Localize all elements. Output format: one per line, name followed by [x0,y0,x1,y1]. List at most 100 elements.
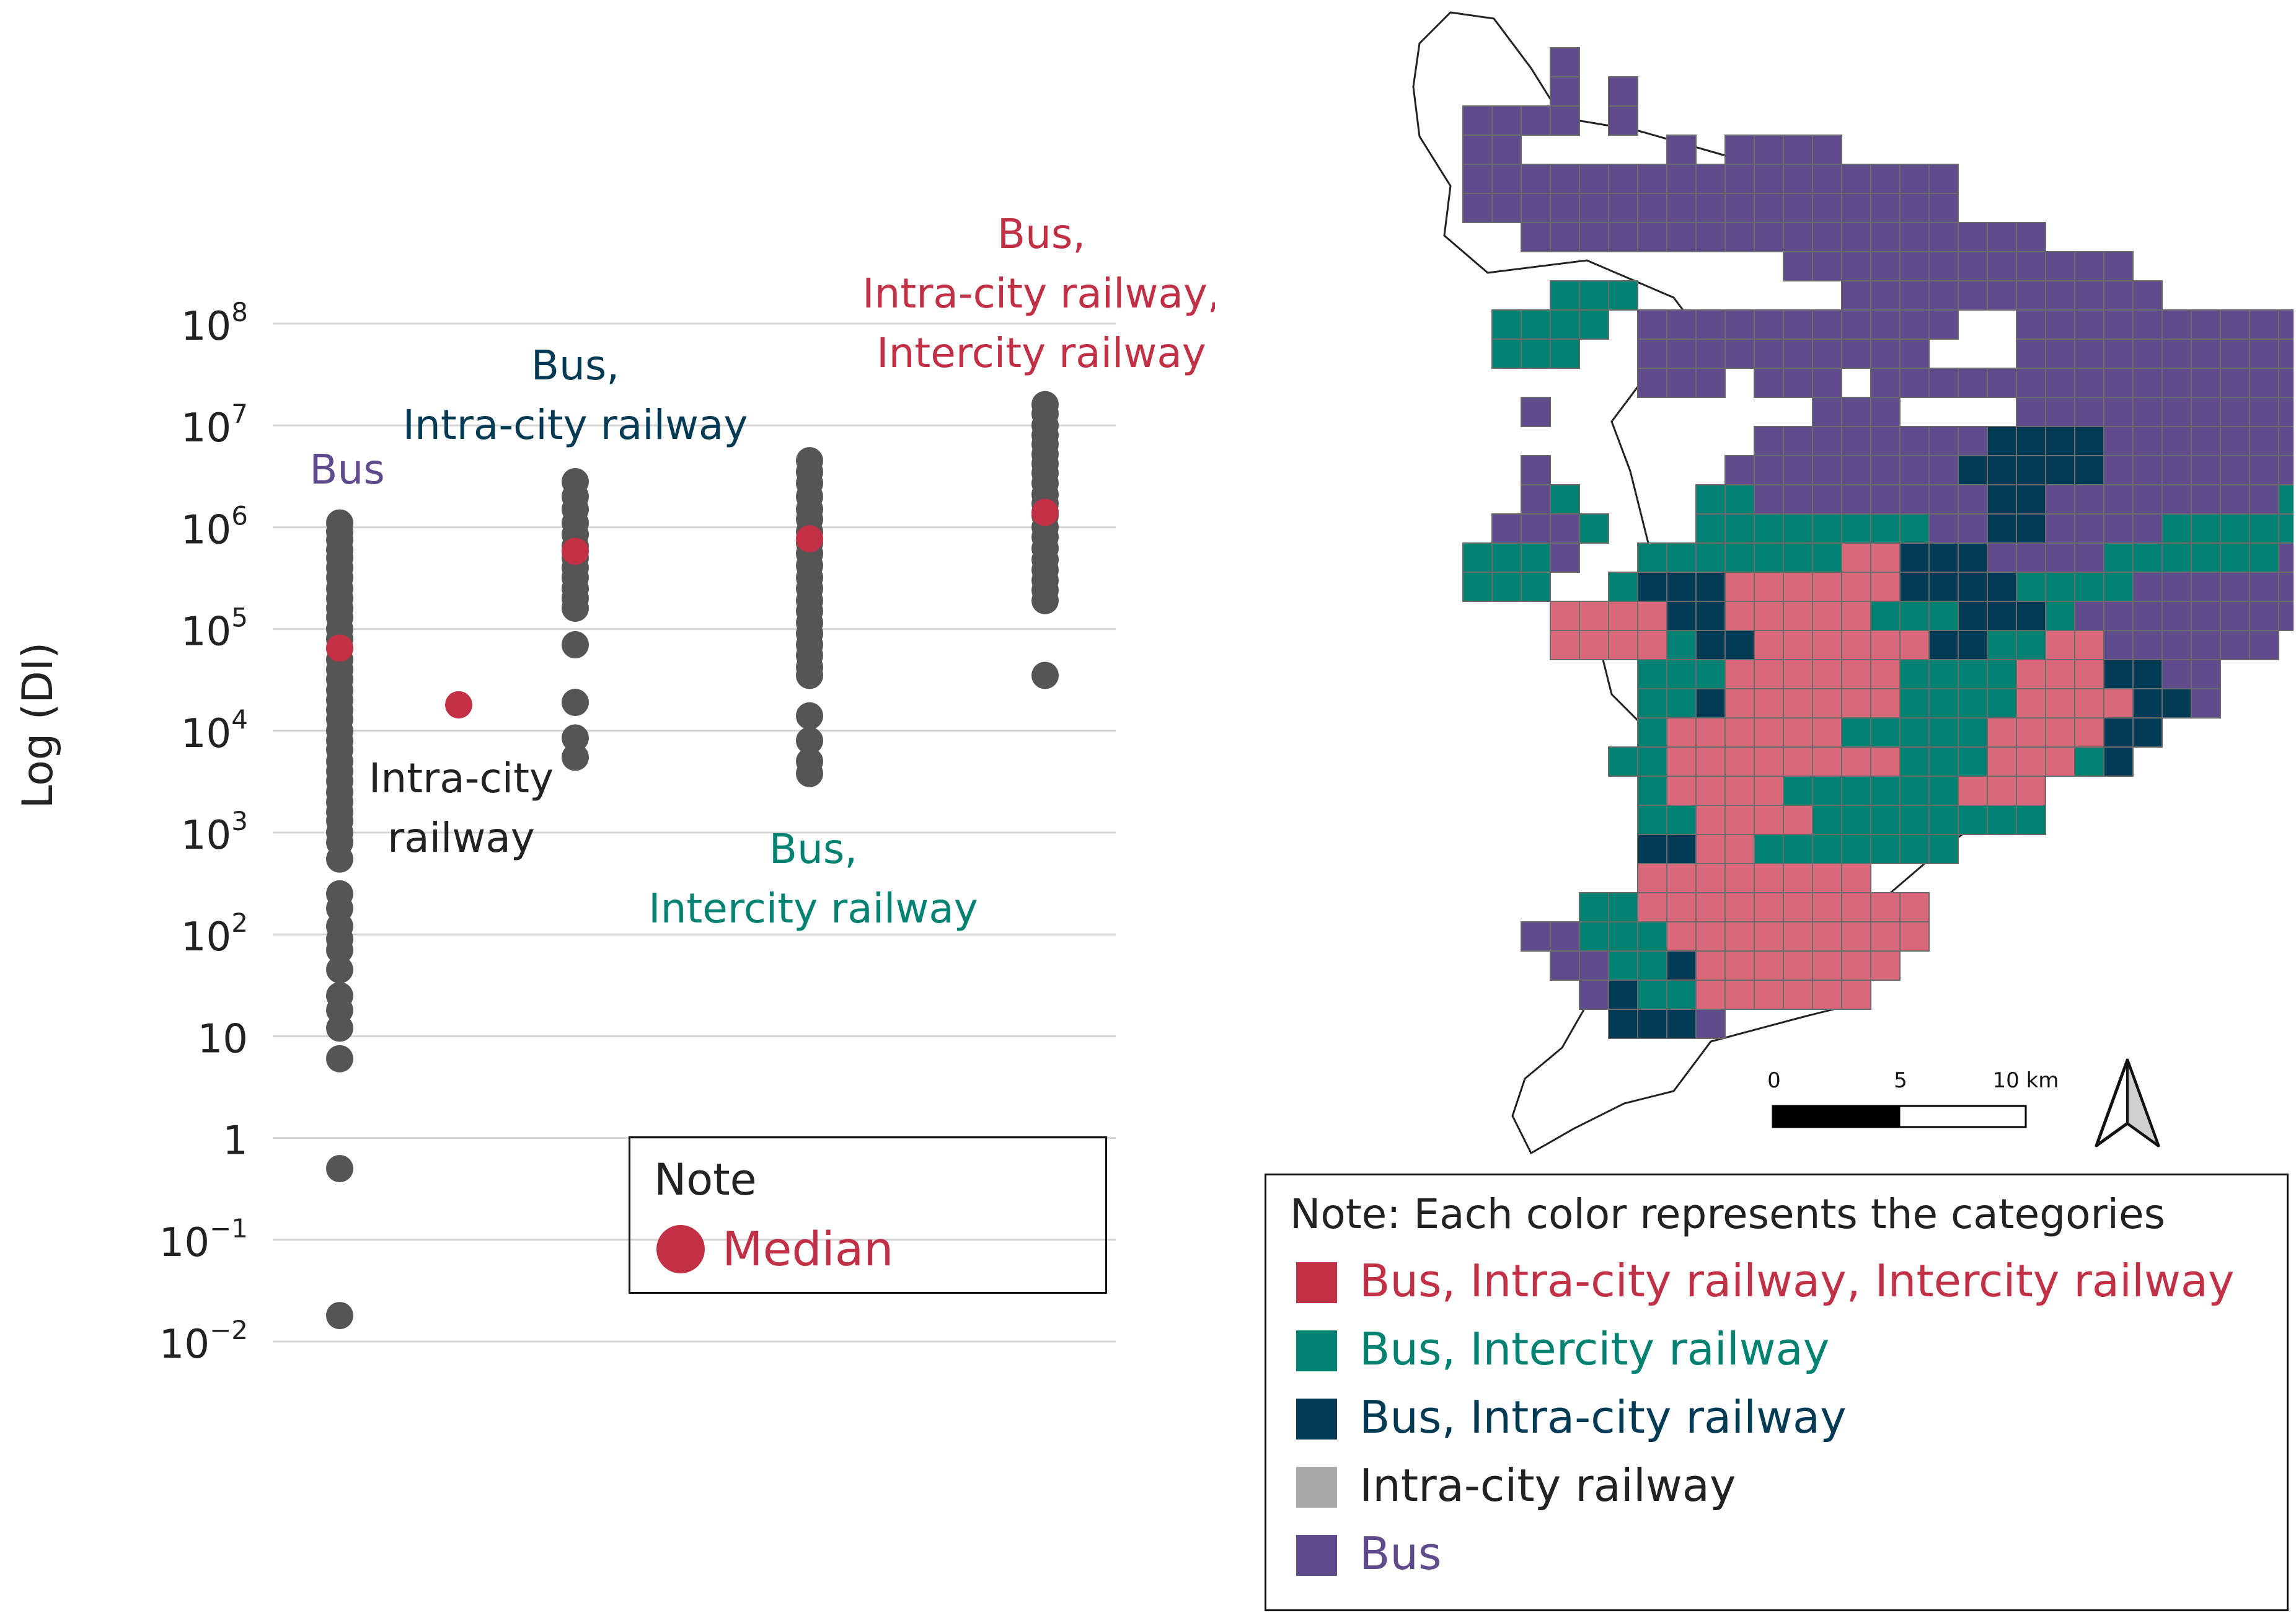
map-cell [1783,513,1813,544]
map-cell [1521,397,1551,427]
map-cell [1899,222,1930,252]
map-cell [2132,280,2163,311]
map-cell [1754,309,1784,340]
series-group: Intra-city railway [369,691,554,862]
map-cell [1724,776,1755,806]
map-cell [1841,776,1871,806]
map-cell [1812,338,1842,369]
map-cell [1491,105,1522,136]
map-cell [1695,776,1726,806]
map-cell [1754,542,1784,573]
map-cell [2220,601,2250,631]
map-cell [1899,776,1930,806]
map-cell [1666,1009,1697,1039]
map-grid [1462,47,2294,1039]
map-cell [1754,863,1784,893]
map-cell [1958,368,1988,398]
data-point [562,595,589,622]
map-cell [1608,280,1638,311]
map-cell [1987,805,2017,835]
map-cell [1928,776,1959,806]
map-cell [1870,251,1901,281]
map-cell [1637,630,1667,660]
map-cell [1666,135,1697,165]
map-cell [1579,921,1609,952]
map-cell [1521,105,1551,136]
map-cell [1550,338,1580,369]
map-cell [2191,542,2221,573]
map-cell [1666,601,1697,631]
series-label: Intra-city [369,754,554,802]
map-cell [2278,601,2294,631]
map-cell [1812,397,1842,427]
map-cell [1637,834,1667,864]
map-cell [1928,222,1959,252]
map-cell [1812,542,1842,573]
map-cell [1812,980,1842,1010]
map-cell [1958,222,1988,252]
area-map: 0 5 10 km [1412,11,2294,1155]
map-cell [1812,776,1842,806]
median-marker-icon [656,1225,705,1273]
data-point [326,1045,353,1072]
map-cell [2016,251,2046,281]
map-cell [2161,542,2192,573]
map-cell [2103,630,2134,660]
map-cell [2074,746,2104,777]
map-cell [2016,717,2046,748]
map-cell [1812,630,1842,660]
map-cell [1783,892,1813,922]
map-cell [1812,892,1842,922]
data-point [1031,586,1059,614]
map-cell [1928,805,1959,835]
map-cell [1724,513,1755,544]
map-cell [1841,193,1871,223]
map-cell [1783,251,1813,281]
map-cell [1637,980,1667,1010]
map-cell [2103,688,2134,719]
y-tick-label: 10−1 [159,1213,248,1266]
map-cell [1958,542,1988,573]
map-cell [2016,776,2046,806]
map-cell [2103,397,2134,427]
map-cell [2045,601,2075,631]
map-cell [2045,397,2075,427]
map-cell [1987,688,2017,719]
map-cell [2161,484,2192,515]
map-cell [1579,513,1609,544]
map-cell [2191,513,2221,544]
map-cell [1987,222,2017,252]
map-cell [1841,688,1871,719]
map-cell [1812,309,1842,340]
map-cell [2278,484,2294,515]
map-cell [1550,484,1580,515]
map-cell [1550,513,1580,544]
map-cell [1928,251,1959,281]
map-cell [1958,688,1988,719]
map-cell [1666,950,1697,981]
map-cell [1812,222,1842,252]
map-cell [2016,455,2046,485]
map-cell [1666,309,1697,340]
map-cell [1870,426,1901,456]
map-cell [1987,601,2017,631]
map-cell [1899,746,1930,777]
map-cell [1783,717,1813,748]
map-cell [1812,863,1842,893]
map-cell [1724,834,1755,864]
map-cell [2103,251,2134,281]
map-cell [2132,572,2163,602]
map-cell [1724,135,1755,165]
map-cell [2132,688,2163,719]
map-cell [1899,630,1930,660]
map-cell [1608,980,1638,1010]
map-cell [1550,309,1580,340]
map-cell [1870,280,1901,311]
map-cell [1666,630,1697,660]
map-cell [1870,950,1901,981]
map-cell [1841,863,1871,893]
map-cell [1987,426,2017,456]
map-cell [1666,222,1697,252]
map-cell [2191,572,2221,602]
